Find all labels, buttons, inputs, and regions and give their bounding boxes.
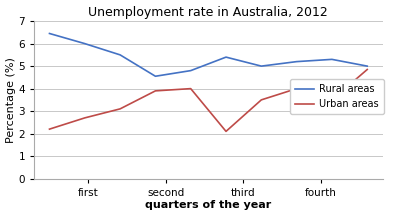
Legend: Rural areas, Urban areas: Rural areas, Urban areas bbox=[290, 79, 384, 114]
Rural areas bbox=[330, 58, 334, 61]
Rural areas bbox=[82, 42, 87, 45]
Urban areas bbox=[224, 130, 228, 133]
Urban areas bbox=[153, 90, 158, 92]
Urban areas bbox=[188, 87, 193, 90]
Rural areas bbox=[365, 65, 370, 67]
Line: Urban areas: Urban areas bbox=[50, 70, 367, 131]
Rural areas bbox=[188, 69, 193, 72]
Urban areas bbox=[118, 108, 122, 110]
Line: Rural areas: Rural areas bbox=[50, 33, 367, 76]
Urban areas bbox=[365, 68, 370, 71]
Rural areas bbox=[153, 75, 158, 78]
Urban areas bbox=[294, 87, 299, 90]
Urban areas bbox=[330, 98, 334, 101]
Title: Unemployment rate in Australia, 2012: Unemployment rate in Australia, 2012 bbox=[88, 6, 328, 19]
Y-axis label: Percentage (%): Percentage (%) bbox=[6, 57, 16, 143]
Urban areas bbox=[259, 98, 264, 101]
Urban areas bbox=[47, 128, 52, 130]
Rural areas bbox=[259, 65, 264, 67]
Rural areas bbox=[47, 32, 52, 35]
Rural areas bbox=[224, 56, 228, 58]
Rural areas bbox=[294, 60, 299, 63]
Rural areas bbox=[118, 54, 122, 56]
X-axis label: quarters of the year: quarters of the year bbox=[145, 200, 272, 210]
Urban areas bbox=[82, 117, 87, 119]
